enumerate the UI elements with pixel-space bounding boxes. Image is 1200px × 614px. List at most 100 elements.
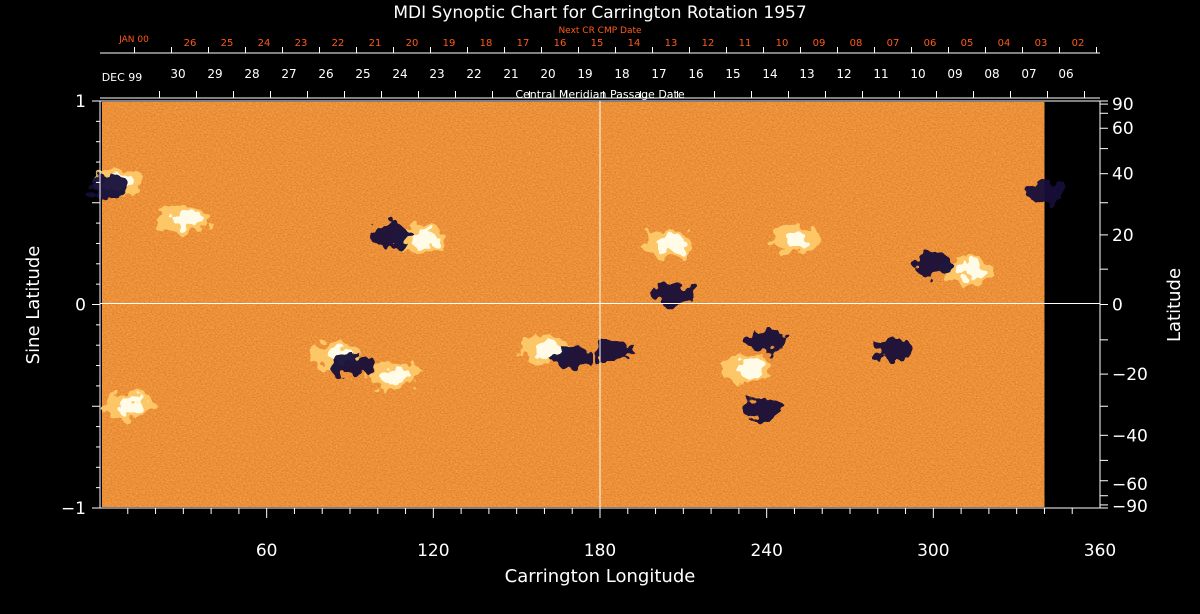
cmp-axis-title: Central Meridian Passage Date <box>515 88 684 101</box>
positive-region <box>174 210 201 229</box>
next-day-label: 21 <box>369 38 382 49</box>
chart-title: MDI Synoptic Chart for Carrington Rotati… <box>393 3 806 23</box>
cmp-day-label: 08 <box>984 67 999 81</box>
next-day-label: 15 <box>591 38 604 49</box>
cmp-day-label: 26 <box>318 67 333 81</box>
positive-region <box>738 360 765 379</box>
lat-tick-label: −40 <box>1112 426 1148 446</box>
cmp-day-label: 27 <box>281 67 296 81</box>
next-axis-title: Next CR CMP Date <box>558 26 642 36</box>
negative-region <box>330 353 370 378</box>
next-day-label: 26 <box>184 38 197 49</box>
cmp-day-label: 11 <box>873 67 888 81</box>
cmp-day-label: 28 <box>244 67 259 81</box>
cmp-day-label: 16 <box>688 67 703 81</box>
cmp-day-label: 10 <box>910 67 925 81</box>
cmp-day-label: 18 <box>614 67 629 81</box>
lat-tick-label: −20 <box>1112 365 1148 385</box>
next-day-label: 11 <box>739 38 752 49</box>
next-day-label: 12 <box>702 38 715 49</box>
negative-region <box>371 223 412 248</box>
next-day-label: 14 <box>628 38 641 49</box>
lat-tick-label: 90 <box>1112 95 1134 115</box>
next-day-label: 20 <box>406 38 419 49</box>
active-regions <box>88 168 1065 423</box>
cmp-day-label: 14 <box>762 67 777 81</box>
lat-tick-label: 40 <box>1112 165 1134 185</box>
cmp-day-label: 22 <box>466 67 481 81</box>
next-day-label: 04 <box>998 38 1011 49</box>
y-axis-label-right: Latitude <box>1164 268 1185 342</box>
cmp-day-label: 23 <box>429 67 444 81</box>
positive-region <box>410 230 437 249</box>
cmp-day-label: 13 <box>799 67 814 81</box>
cmp-axis-month-label: DEC 99 <box>102 71 143 84</box>
cmp-day-label: 17 <box>651 67 666 81</box>
longitude-axis: 60 120 180 240 300 360 <box>127 508 1116 561</box>
next-day-label: 16 <box>554 38 567 49</box>
y-tick-label: 0 <box>75 296 86 316</box>
negative-region <box>552 345 593 370</box>
next-day-label: 06 <box>924 38 937 49</box>
positive-region <box>785 230 812 249</box>
x-tick-label: 60 <box>256 541 278 561</box>
next-day-label: 24 <box>258 38 271 49</box>
latitude-axis: 90 60 40 20 0 −20 −40 −60−90 <box>1100 95 1148 517</box>
y-axis-label-left: Sine Latitude <box>23 246 44 365</box>
next-day-label: 23 <box>295 38 308 49</box>
next-day-label: 08 <box>850 38 863 49</box>
x-tick-label: 120 <box>417 541 449 561</box>
cmp-day-label: 12 <box>836 67 851 81</box>
y-tick-label: −1 <box>61 499 86 519</box>
cmp-day-label: 29 <box>207 67 222 81</box>
next-day-label: 09 <box>813 38 826 49</box>
negative-region <box>871 337 912 362</box>
next-day-label: 03 <box>1035 38 1048 49</box>
cmp-day-label: 24 <box>392 67 407 81</box>
next-day-label: 13 <box>665 38 678 49</box>
lat-tick-label: 60 <box>1112 119 1134 139</box>
cmp-day-label: 25 <box>355 67 370 81</box>
y-tick-label: 1 <box>75 92 86 112</box>
negative-region <box>88 174 129 199</box>
lat-tick-label: −90 <box>1112 497 1148 517</box>
cmp-day-label: 06 <box>1058 67 1073 81</box>
cmp-date-axis: DEC 99 Central Meridian Passage Date 30 2… <box>100 67 1100 101</box>
cmp-day-label: 20 <box>540 67 555 81</box>
plot-area <box>88 100 1101 509</box>
positive-region <box>382 366 409 385</box>
next-day-label: 19 <box>443 38 456 49</box>
negative-region <box>913 251 954 276</box>
negative-region <box>746 329 787 354</box>
positive-region <box>957 260 984 279</box>
lat-tick-label: −60 <box>1112 475 1148 495</box>
sine-latitude-axis: −1 0 1 <box>61 92 100 519</box>
x-tick-label: 180 <box>584 541 616 561</box>
positive-region <box>660 234 687 253</box>
next-day-label: 05 <box>961 38 974 49</box>
cmp-day-label: 19 <box>577 67 592 81</box>
lat-tick-label: 0 <box>1112 296 1123 316</box>
next-day-label: 18 <box>480 38 493 49</box>
next-day-label: 22 <box>332 38 345 49</box>
cmp-day-label: 21 <box>503 67 518 81</box>
positive-region <box>118 397 145 416</box>
lat-tick-label: 20 <box>1112 226 1134 246</box>
negative-region <box>741 398 782 423</box>
cmp-day-label: 07 <box>1021 67 1036 81</box>
x-tick-label: 240 <box>750 541 782 561</box>
x-tick-label: 300 <box>917 541 949 561</box>
next-day-label: 10 <box>776 38 789 49</box>
cmp-day-label: 30 <box>170 67 185 81</box>
next-day-label: 07 <box>887 38 900 49</box>
negative-region <box>652 282 693 307</box>
field-texture <box>102 102 1045 507</box>
cmp-day-label: 15 <box>725 67 740 81</box>
next-day-label: 25 <box>221 38 234 49</box>
cmp-day-label: 09 <box>947 67 962 81</box>
next-cr-axis: Next CR CMP Date JAN 00 26 25 24 23 22 21 20 19… <box>100 26 1100 54</box>
next-day-label: 02 <box>1072 38 1085 49</box>
next-axis-month-label: JAN 00 <box>118 35 149 45</box>
negative-region <box>1024 180 1065 205</box>
